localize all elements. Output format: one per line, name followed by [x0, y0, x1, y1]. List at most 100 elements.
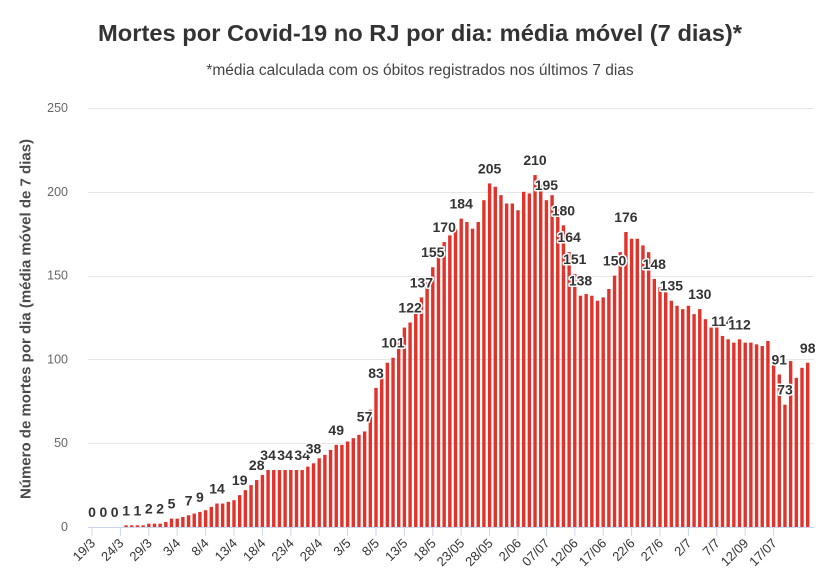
- bar: [476, 221, 480, 527]
- bar: [158, 523, 162, 527]
- bar: [232, 500, 236, 527]
- data-label: 184: [450, 196, 474, 212]
- bar: [255, 480, 259, 527]
- bar: [658, 287, 662, 527]
- bar: [470, 228, 475, 528]
- data-label: 112: [728, 316, 751, 332]
- data-label: 148: [643, 256, 667, 272]
- bar: [715, 325, 719, 527]
- data-label: 1: [122, 502, 130, 518]
- y-axis: 0 50 100 150 200 250: [47, 101, 68, 534]
- bar: [726, 339, 730, 527]
- bar: [590, 295, 594, 527]
- bar: [351, 438, 355, 527]
- bar: [283, 470, 287, 527]
- bars: [124, 175, 810, 528]
- y-tick-label: 0: [61, 520, 68, 534]
- bar: [783, 404, 787, 527]
- bar: [663, 292, 668, 527]
- bar: [652, 278, 657, 527]
- bar: [527, 193, 532, 528]
- bar: [618, 252, 622, 527]
- bar: [629, 238, 634, 528]
- bar: [550, 195, 554, 527]
- data-label: 2: [145, 501, 153, 517]
- bar: [448, 235, 452, 527]
- data-label: 130: [688, 286, 712, 302]
- data-label: 101: [381, 335, 405, 351]
- data-label: 38: [306, 440, 322, 456]
- data-label: 91: [772, 352, 788, 368]
- bar: [402, 327, 407, 527]
- bar: [391, 357, 395, 527]
- bar: [147, 523, 151, 527]
- bar: [237, 495, 242, 527]
- bar: [408, 322, 412, 527]
- bar: [533, 175, 537, 528]
- bar: [675, 305, 679, 527]
- bar: [323, 454, 327, 527]
- bar: [771, 364, 776, 527]
- bar: [607, 289, 611, 527]
- bar: [385, 362, 390, 527]
- bar: [487, 183, 492, 528]
- bar: [192, 513, 196, 527]
- bar: [561, 225, 566, 527]
- y-tick-label: 250: [47, 101, 68, 115]
- bar: [800, 367, 804, 527]
- bar: [379, 376, 384, 527]
- y-tick-label: 100: [47, 352, 68, 366]
- chart-title: Mortes por Covid-19 no RJ por dia: média…: [98, 20, 743, 46]
- bar: [453, 228, 458, 528]
- bar: [169, 518, 174, 527]
- data-label: 19: [232, 472, 248, 488]
- bar: [209, 506, 213, 527]
- bar: [493, 186, 497, 527]
- bar: [135, 525, 140, 527]
- data-label: 34: [294, 447, 310, 463]
- bar: [397, 342, 401, 527]
- bar: [345, 441, 350, 527]
- bar: [243, 490, 248, 527]
- bar: [152, 523, 157, 527]
- data-label: 83: [368, 365, 384, 381]
- bar: [669, 300, 674, 527]
- data-label: 0: [111, 504, 119, 520]
- bar: [272, 470, 276, 527]
- data-label: 180: [552, 202, 576, 218]
- bar: [635, 238, 639, 528]
- bar: [419, 297, 424, 527]
- bar: [777, 374, 781, 527]
- data-label: 210: [523, 152, 547, 168]
- bar: [567, 252, 571, 527]
- bar: [499, 195, 503, 527]
- bar: [459, 218, 463, 527]
- bar: [289, 470, 293, 527]
- bar: [641, 245, 645, 527]
- data-label: 137: [410, 274, 434, 290]
- bar: [754, 344, 759, 527]
- y-tick-label: 50: [54, 436, 68, 450]
- data-label: 73: [777, 382, 793, 398]
- data-label: 195: [535, 177, 559, 193]
- bar: [328, 449, 333, 527]
- bar: [414, 310, 418, 527]
- bar: [703, 319, 708, 527]
- bar: [709, 327, 713, 527]
- data-label: 114: [711, 313, 734, 329]
- data-label: 2: [156, 501, 164, 517]
- data-label: 34: [277, 447, 293, 463]
- bar: [601, 297, 605, 527]
- bar: [624, 232, 628, 527]
- bar: [226, 501, 231, 527]
- data-label: 49: [328, 422, 344, 438]
- bar: [788, 361, 793, 527]
- bar: [368, 409, 373, 527]
- bar: [334, 444, 338, 527]
- bar: [698, 309, 702, 527]
- data-label: 5: [168, 496, 176, 512]
- bar: [510, 203, 515, 527]
- bar: [544, 200, 549, 527]
- data-label: 155: [421, 244, 445, 260]
- bar: [311, 463, 316, 527]
